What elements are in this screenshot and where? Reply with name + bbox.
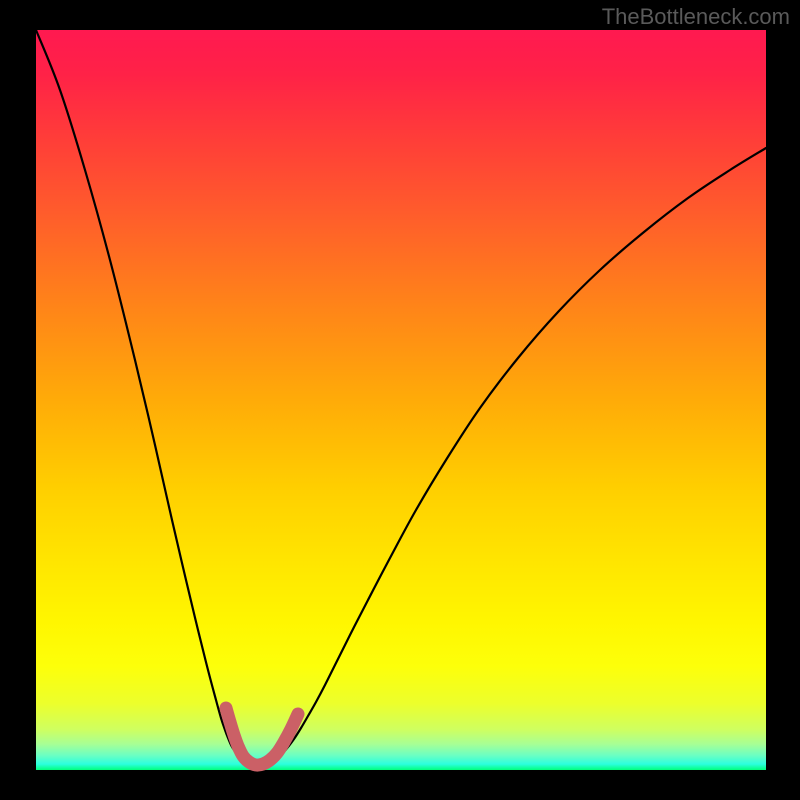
chart-svg [0, 0, 800, 800]
watermark-text: TheBottleneck.com [602, 4, 790, 30]
bottleneck-chart [0, 0, 800, 800]
